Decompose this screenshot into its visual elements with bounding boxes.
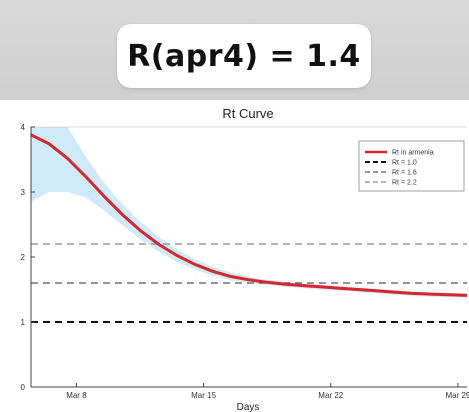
legend-box	[358, 140, 465, 192]
legend-label-3: Rt = 1.6	[392, 170, 417, 177]
chart-title: Rt Curve	[222, 106, 273, 121]
y-tick-label-0: 0	[21, 383, 26, 392]
rt-curve-line	[31, 133, 467, 297]
x-tick-label-1: Mar 15	[191, 391, 216, 400]
header-banner: R(apr4) = 1.4	[0, 0, 469, 100]
x-tick-label-3: Mar 29	[445, 391, 469, 400]
legend-label-4: Rt = 2.2	[392, 180, 417, 187]
y-tick-label-3: 3	[21, 188, 26, 197]
y-tick-label-1: 1	[21, 318, 26, 327]
y-tick-label-2: 2	[21, 253, 26, 262]
value-pill: R(apr4) = 1.4	[117, 24, 371, 88]
x-axis-title: Days	[237, 402, 260, 412]
x-tick-label-0: Mar 8	[66, 391, 87, 400]
x-tick-label-2: Mar 22	[318, 391, 343, 400]
legend-label-2: Rt = 1.0	[392, 160, 417, 167]
rt-chart: Rt Curve 0 1 2 3 4 Mar 8 Mar 15 Mar 22 Mar 29 Rt …	[21, 106, 469, 412]
banner-text: R(apr4) = 1.4	[127, 38, 361, 74]
legend-label-1: Rt in armenia	[392, 150, 434, 157]
y-tick-label-4: 4	[21, 123, 26, 132]
